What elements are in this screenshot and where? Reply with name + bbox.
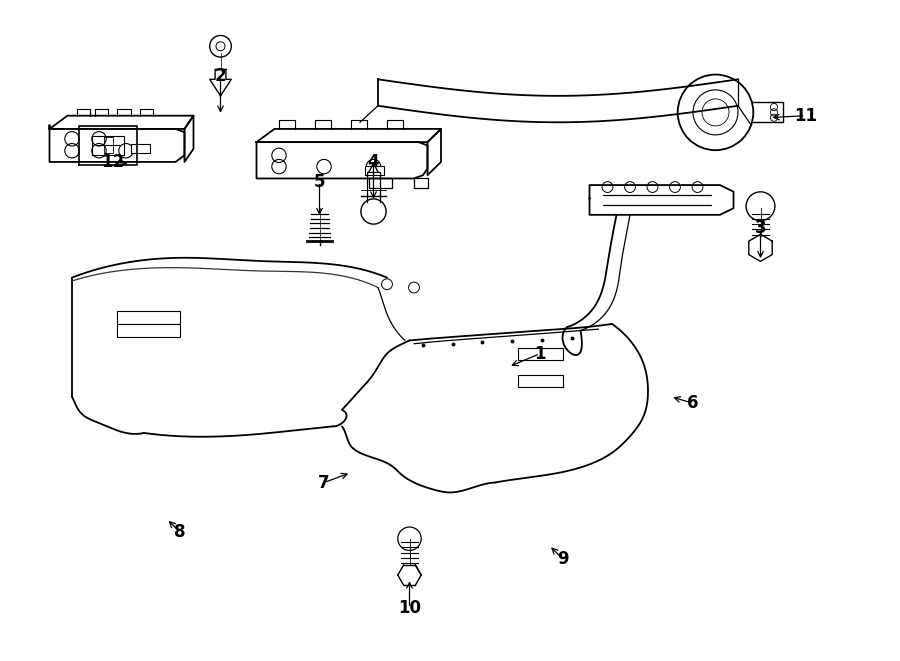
Text: 4: 4	[368, 153, 379, 171]
FancyBboxPatch shape	[117, 311, 180, 324]
FancyBboxPatch shape	[117, 324, 180, 337]
Text: 8: 8	[175, 523, 185, 541]
Text: 7: 7	[319, 473, 329, 492]
Text: 11: 11	[794, 106, 817, 125]
Text: 6: 6	[688, 394, 698, 412]
FancyBboxPatch shape	[364, 166, 384, 175]
Text: 5: 5	[314, 173, 325, 191]
Text: 10: 10	[398, 599, 421, 617]
Text: 9: 9	[557, 549, 568, 568]
FancyBboxPatch shape	[130, 144, 150, 153]
FancyBboxPatch shape	[518, 375, 562, 387]
Text: 2: 2	[215, 67, 226, 85]
Text: 12: 12	[101, 153, 124, 171]
FancyBboxPatch shape	[518, 348, 562, 360]
Text: 1: 1	[535, 344, 545, 363]
Text: 3: 3	[755, 219, 766, 237]
